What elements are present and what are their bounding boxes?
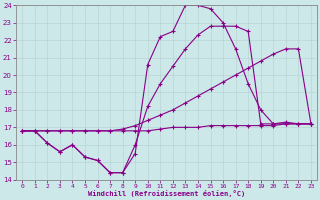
X-axis label: Windchill (Refroidissement éolien,°C): Windchill (Refroidissement éolien,°C) xyxy=(88,190,245,197)
